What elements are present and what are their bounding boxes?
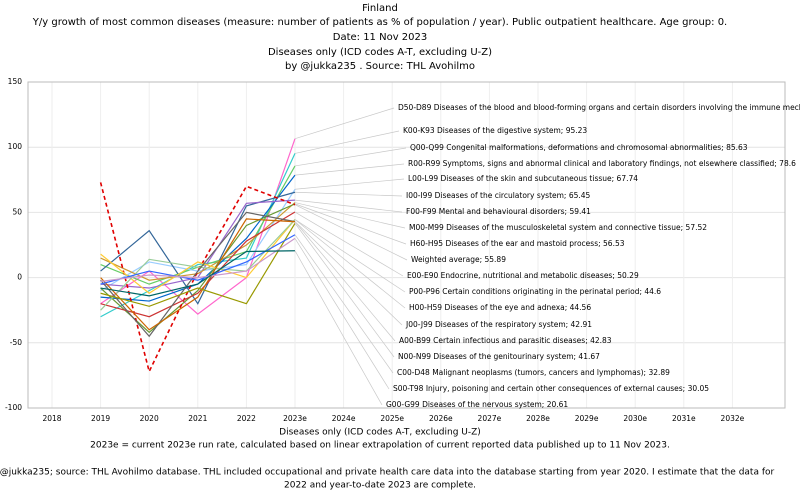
chart-title: by @jukka235 . Source: THL Avohilmo <box>285 61 475 72</box>
leader-line <box>294 219 406 309</box>
x-tick-label: 2020 <box>140 414 159 423</box>
series-label: H60-H95 Diseases of the ear and mastoid … <box>410 239 625 248</box>
series-label: Q00-Q99 Congenital malformations, deform… <box>410 143 748 152</box>
x-tick-label: 2029e <box>575 414 599 423</box>
series-label: C00-D48 Malignant neoplasms (tumors, can… <box>397 368 670 377</box>
x-tick-label: 2018 <box>42 414 61 423</box>
series-label: F00-F99 Mental and behavioural disorders… <box>406 207 591 216</box>
leader-line <box>294 221 403 326</box>
x-tick-label: 2028e <box>526 414 550 423</box>
leader-line <box>294 178 405 190</box>
series-line <box>100 234 296 285</box>
series-label: E00-E90 Endocrine, nutritional and metab… <box>407 271 639 280</box>
y-tick-label: -50 <box>10 338 22 347</box>
series-label: Weighted average; 55.89 <box>411 255 506 264</box>
leader-line <box>294 107 395 140</box>
y-tick-label: 100 <box>8 142 23 151</box>
leader-line <box>294 147 407 167</box>
leader-line <box>294 211 404 277</box>
x-tick-label: 2024e <box>332 414 356 423</box>
series-line <box>100 218 296 331</box>
series-label: D50-D89 Diseases of the blood and blood-… <box>398 103 800 112</box>
leader-line <box>294 219 406 293</box>
leader-line <box>294 223 395 358</box>
leader-line <box>294 204 408 261</box>
series-line <box>100 191 296 305</box>
x-tick-label: 2027e <box>478 414 502 423</box>
x-tick-label: 2021 <box>188 414 207 423</box>
leader-line <box>294 130 400 154</box>
footer: 2022 and year-to-date 2023 are complete. <box>284 481 476 491</box>
chart-title: Finland <box>362 3 398 14</box>
series-line <box>100 219 296 294</box>
leader-line <box>294 250 383 406</box>
series-line <box>100 250 296 297</box>
x-tick-label: 2031e <box>672 414 696 423</box>
series-line <box>100 211 296 338</box>
series-label: P00-P96 Certain conditions originating i… <box>409 287 661 296</box>
series-label: K00-K93 Diseases of the digestive system… <box>403 126 587 135</box>
leader-line <box>294 202 406 229</box>
x-tick-label: 2025e <box>380 414 404 423</box>
series-line <box>100 219 296 311</box>
series-label: R00-R99 Symptoms, signs and abnormal cli… <box>408 159 796 168</box>
x-tick-label: 2022 <box>237 414 256 423</box>
series-line <box>100 222 296 307</box>
series-label: L00-L99 Diseases of the skin and subcuta… <box>408 174 638 183</box>
leader-line <box>294 191 403 197</box>
y-tick-label: 150 <box>8 77 23 86</box>
x-tick-label: 2030e <box>623 414 647 423</box>
chart-title: Date: 11 Nov 2023 <box>333 32 428 43</box>
series-label: A00-B99 Certain infectious and parasitic… <box>399 336 612 345</box>
series-label: S00-T98 Injury, poisoning and certain ot… <box>393 384 709 393</box>
series-label: M00-M99 Diseases of the musculoskeletal … <box>409 223 707 232</box>
note: 2023e = current 2023e run rate, calculat… <box>90 441 670 451</box>
leader-line <box>294 163 405 176</box>
y-tick-label: 0 <box>17 273 22 282</box>
series-line <box>100 237 296 283</box>
plot-frame <box>27 81 786 409</box>
x-tick-label: 2026e <box>429 414 453 423</box>
leader-line <box>294 203 407 245</box>
series-label: N00-N99 Diseases of the genitourinary sy… <box>398 352 600 361</box>
series-label: I00-I99 Diseases of the circulatory syst… <box>406 191 591 200</box>
x-tick-label: 2023e <box>283 414 307 423</box>
leader-line <box>294 238 390 390</box>
y-tick-label: 50 <box>12 207 22 216</box>
leader-line <box>294 234 394 374</box>
series-label: G00-G99 Diseases of the nervous system; … <box>386 400 568 409</box>
chart-title: Diseases only (ICD codes A-T, excluding … <box>268 47 492 58</box>
x-tick-label: 2019 <box>91 414 110 423</box>
leader-line <box>294 221 396 342</box>
y-tick-label: -100 <box>5 403 22 412</box>
leader-line <box>294 199 403 213</box>
x-axis-label: Diseases only (ICD codes A-T, excluding … <box>279 428 481 438</box>
series-label: H00-H59 Diseases of the eye and adnexa; … <box>409 303 591 312</box>
series-line <box>99 182 296 374</box>
chart-title: Y/y growth of most common diseases (meas… <box>32 17 727 28</box>
footer: by @jukka235; source: THL Avohilmo datab… <box>0 468 775 478</box>
series-label: J00-J99 Diseases of the respiratory syst… <box>405 320 592 329</box>
x-tick-label: 2032e <box>721 414 745 423</box>
